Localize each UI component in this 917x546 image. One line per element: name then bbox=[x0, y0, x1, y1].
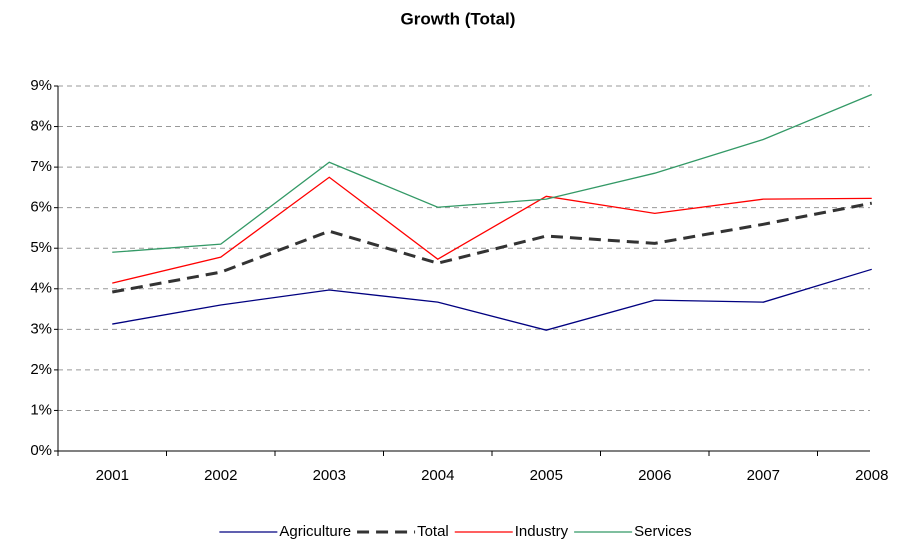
y-tick-label: 7% bbox=[30, 158, 52, 175]
y-tick-label: 2% bbox=[30, 361, 52, 378]
series-line bbox=[112, 268, 872, 331]
legend-label: Total bbox=[417, 523, 449, 540]
chart-title: Growth (Total) bbox=[401, 9, 516, 28]
legend-label: Agriculture bbox=[279, 523, 351, 540]
y-tick-label: 4% bbox=[30, 280, 52, 297]
x-tick-label: 2008 bbox=[855, 467, 888, 484]
y-tick-label: 6% bbox=[30, 199, 52, 216]
x-tick-label: 2001 bbox=[96, 467, 129, 484]
legend-label: Industry bbox=[515, 523, 569, 540]
y-tick-label: 0% bbox=[30, 442, 52, 459]
y-tick-label: 3% bbox=[30, 320, 52, 337]
x-tick-label: 2002 bbox=[204, 467, 237, 484]
x-tick-label: 2007 bbox=[747, 467, 780, 484]
y-tick-label: 8% bbox=[30, 118, 52, 135]
legend-label: Services bbox=[634, 523, 692, 540]
series-line bbox=[112, 93, 872, 253]
y-tick-label: 5% bbox=[30, 239, 52, 256]
x-tick-label: 2004 bbox=[421, 467, 454, 484]
x-tick-label: 2005 bbox=[530, 467, 563, 484]
x-tick-label: 2006 bbox=[638, 467, 671, 484]
x-tick-label: 2003 bbox=[313, 467, 346, 484]
y-tick-label: 9% bbox=[30, 77, 52, 94]
series-line bbox=[111, 201, 873, 294]
series-line bbox=[112, 176, 872, 284]
y-tick-label: 1% bbox=[30, 401, 52, 418]
